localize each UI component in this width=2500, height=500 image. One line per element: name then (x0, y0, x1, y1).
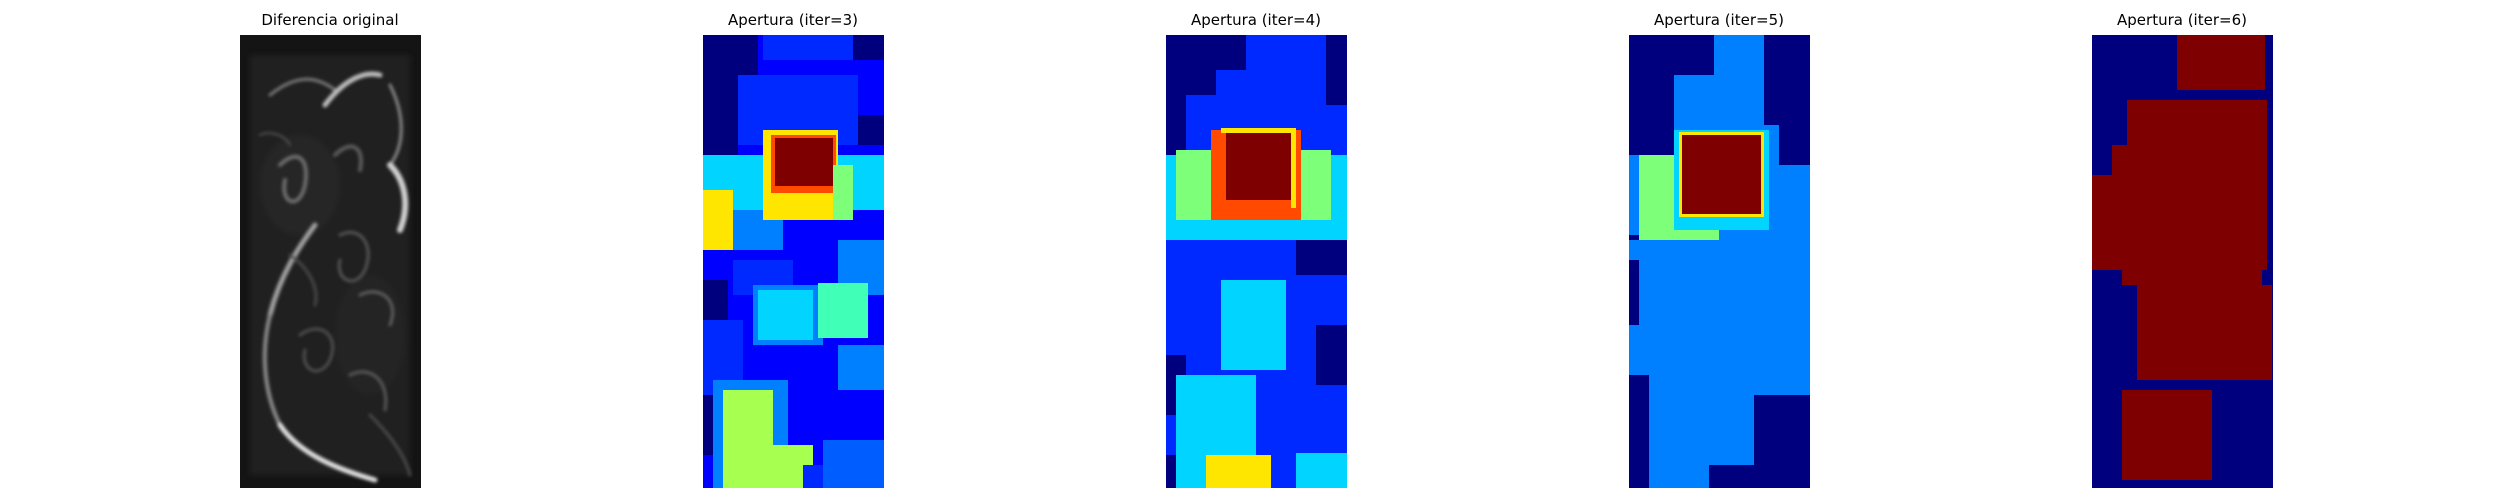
panel-title: Apertura (iter=4) (1191, 11, 1321, 29)
grayscale-difference-image (240, 35, 421, 488)
panel-diferencia-original: Diferencia original (210, 10, 450, 490)
panel-title: Apertura (iter=5) (1654, 11, 1784, 29)
jet-colormap-image-iter4 (1166, 35, 1347, 488)
panel-title: Apertura (iter=6) (2117, 11, 2247, 29)
panel-title: Apertura (iter=3) (728, 11, 858, 29)
jet-colormap-image-iter5 (1629, 35, 1810, 488)
jet-colormap-image-iter6 (2092, 35, 2273, 488)
panel-apertura-iter5: Apertura (iter=5) (1599, 10, 1839, 490)
panel-title: Diferencia original (261, 11, 399, 29)
panel-apertura-iter6: Apertura (iter=6) (2062, 10, 2302, 490)
jet-colormap-image-iter3 (703, 35, 884, 488)
panel-apertura-iter4: Apertura (iter=4) (1136, 10, 1376, 490)
panel-apertura-iter3: Apertura (iter=3) (673, 10, 913, 490)
